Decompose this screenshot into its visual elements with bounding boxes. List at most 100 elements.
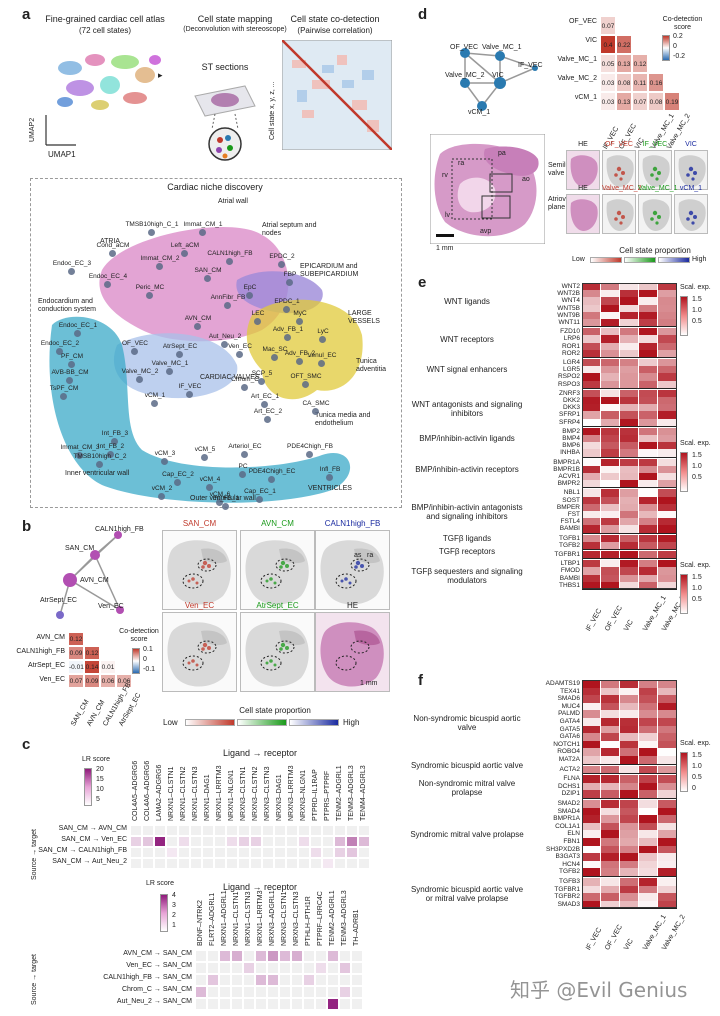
niche-node-label: Aut_Neu_2 bbox=[208, 333, 242, 340]
c-cell bbox=[334, 825, 346, 836]
niche-discovery-box bbox=[30, 178, 402, 508]
c-cell bbox=[195, 962, 207, 974]
expr-cell bbox=[601, 790, 620, 798]
niche-node-dot bbox=[283, 306, 290, 313]
expr-cell bbox=[639, 458, 658, 466]
expr-cell bbox=[582, 702, 601, 711]
c-cell bbox=[334, 847, 346, 858]
hm-cell: 0.4 bbox=[600, 35, 616, 54]
c-cell bbox=[142, 858, 154, 869]
expr-cell bbox=[620, 885, 639, 894]
heatmap-frame bbox=[582, 283, 677, 589]
niche-node-dot bbox=[66, 377, 73, 384]
expr-cell bbox=[620, 435, 639, 443]
niche-node-dot bbox=[151, 400, 158, 407]
c-cell bbox=[219, 962, 231, 974]
niche-node-label: Infl_FB bbox=[319, 466, 341, 473]
expr-cell bbox=[601, 860, 620, 869]
scale-legend-tick: 0.5 bbox=[692, 596, 702, 603]
niche-node-dot bbox=[111, 438, 118, 445]
expr-cell bbox=[620, 560, 639, 568]
b-proportion-title: Cell state proportion bbox=[239, 706, 311, 715]
c-row-label: AVN_CM → SAN_CM bbox=[123, 950, 192, 957]
d-legend-bar bbox=[662, 35, 670, 61]
c-cell bbox=[334, 836, 346, 847]
expr-cell bbox=[582, 404, 601, 412]
expr-cell bbox=[620, 411, 639, 419]
expr-cell bbox=[582, 297, 601, 305]
niche-node-label: LEC bbox=[251, 310, 265, 317]
group-label: TGFβ sequesters and signaling modulators bbox=[411, 566, 523, 585]
expr-cell bbox=[620, 449, 639, 457]
expr-cell bbox=[601, 503, 620, 511]
expr-cell bbox=[620, 853, 639, 861]
scale-legend-title: Scal. exp. bbox=[680, 562, 711, 569]
gene-label: ACTA2 bbox=[559, 765, 580, 773]
expr-cell bbox=[620, 782, 639, 791]
expr-cell bbox=[601, 845, 620, 854]
expr-cell bbox=[582, 511, 601, 519]
expr-cell bbox=[601, 290, 620, 298]
c-cell bbox=[327, 950, 339, 962]
panel-b-network bbox=[56, 531, 124, 619]
c-cell bbox=[255, 962, 267, 974]
c-cell bbox=[274, 825, 286, 836]
c-col-label: PTPRS–PTPRF bbox=[324, 770, 331, 821]
gene-label: MUC4 bbox=[561, 702, 580, 710]
c-col-label: TH–ADRB1 bbox=[353, 909, 360, 946]
hm-cell: 0.13 bbox=[616, 92, 632, 111]
expr-cell bbox=[582, 756, 601, 764]
expr-cell bbox=[639, 687, 658, 696]
c-cell bbox=[303, 974, 315, 986]
c-row-label: Aut_Neu_2 → SAN_CM bbox=[116, 998, 192, 1005]
gene-label: ACVR1 bbox=[558, 473, 580, 480]
d-map-1-3 bbox=[674, 194, 708, 234]
expr-cell bbox=[582, 800, 601, 808]
niche-node-dot bbox=[241, 384, 248, 391]
expr-cell bbox=[582, 853, 601, 861]
c-cell bbox=[154, 847, 166, 858]
hm-cell: 0.11 bbox=[632, 73, 648, 92]
c-cell bbox=[286, 847, 298, 858]
d-node-vic: VIC bbox=[492, 72, 504, 79]
expr-cell bbox=[620, 290, 639, 298]
hm-cell: 0.06 bbox=[100, 674, 116, 688]
expr-cell bbox=[620, 868, 639, 876]
niche-node-dot bbox=[76, 452, 83, 459]
expr-cell bbox=[639, 845, 658, 854]
expr-cell bbox=[639, 900, 658, 909]
gene-label: THBS1 bbox=[559, 581, 580, 589]
niche-node-dot bbox=[261, 401, 268, 408]
niche-node-label: Arteriol_EC bbox=[228, 443, 262, 450]
expr-cell bbox=[582, 359, 601, 367]
expr-cell bbox=[601, 551, 620, 559]
expr-cell bbox=[582, 574, 601, 582]
niche-node-label: vCM_2 bbox=[151, 485, 173, 492]
group-divider bbox=[582, 456, 677, 458]
scale-legend-title: Scal. exp. bbox=[680, 284, 711, 291]
expr-cell bbox=[620, 765, 639, 774]
c-col-label: BDNF–NTRK2 bbox=[197, 900, 204, 946]
niche-node-dot bbox=[306, 451, 313, 458]
expr-col-label: IF_VEC bbox=[585, 607, 604, 633]
niche-node-label: PF_CM bbox=[60, 353, 84, 360]
c-cell bbox=[219, 974, 231, 986]
scale-legend-bar bbox=[680, 574, 688, 614]
expr-cell bbox=[639, 702, 658, 711]
expr-cell bbox=[620, 304, 639, 312]
expr-cell bbox=[639, 560, 658, 568]
expr-cell bbox=[639, 427, 658, 435]
niche-node-dot bbox=[226, 258, 233, 265]
gene-label: BMP2 bbox=[562, 427, 580, 435]
expr-cell bbox=[639, 319, 658, 327]
gene-label: TGFBR2 bbox=[554, 893, 580, 901]
c-cell bbox=[267, 986, 279, 998]
expr-cell bbox=[620, 725, 639, 734]
expr-cell bbox=[639, 893, 658, 901]
expr-cell bbox=[601, 822, 620, 831]
gene-label: WNT5B bbox=[557, 304, 580, 312]
expr-cell bbox=[582, 442, 601, 450]
gene-label: BAMBI bbox=[559, 525, 580, 533]
c-cell bbox=[231, 950, 243, 962]
niche-node-label: Immat_CM_1 bbox=[183, 221, 223, 228]
